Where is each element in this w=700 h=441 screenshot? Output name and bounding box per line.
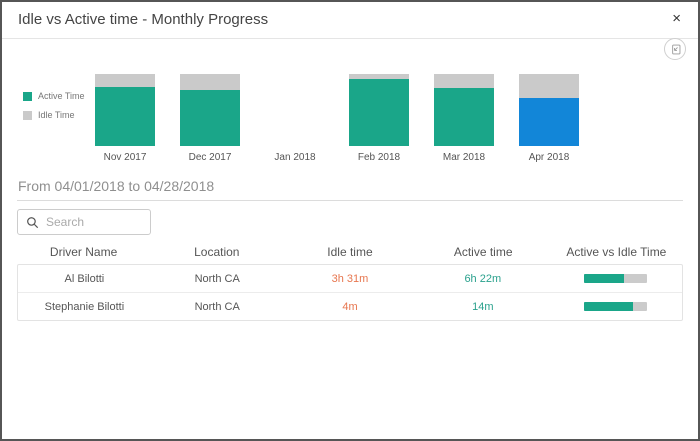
idle-segment xyxy=(349,74,409,80)
chart-bar-apr-2018[interactable]: Apr 2018 xyxy=(507,74,591,163)
column-header-location: Location xyxy=(194,245,240,259)
column-header-idle-time: Idle time xyxy=(327,245,373,259)
chart-bar-mar-2018[interactable]: Mar 2018 xyxy=(422,74,506,163)
close-icon[interactable]: × xyxy=(672,10,681,27)
bar-label: Feb 2018 xyxy=(357,152,401,163)
chart-bar-jan-2018[interactable]: Jan 2018 xyxy=(253,74,337,163)
legend-label: Active Time xyxy=(38,91,85,101)
column-header-active-time: Active time xyxy=(453,245,513,259)
legend-label: Idle Time xyxy=(38,110,75,120)
dialog-titlebar: Idle vs Active time - Monthly Progress × xyxy=(2,2,698,39)
legend-item-idle: Idle Time xyxy=(23,110,85,120)
search-box[interactable] xyxy=(17,209,151,235)
active-time-swatch-icon xyxy=(23,91,32,101)
idle-segment xyxy=(180,74,240,90)
column-header-driver-name: Driver Name xyxy=(49,245,118,259)
bar-label: Nov 2017 xyxy=(103,152,147,163)
column-header-active-vs-idle: Active vs Idle Time xyxy=(566,245,667,259)
chart-bar-nov-2017[interactable]: Nov 2017 xyxy=(83,74,167,163)
divider xyxy=(17,200,683,201)
export-chart-icon xyxy=(671,44,680,54)
chart-legend: Active Time Idle Time xyxy=(23,91,85,129)
bar-label: Mar 2018 xyxy=(442,152,486,163)
search-input[interactable] xyxy=(44,214,143,230)
active-segment xyxy=(434,88,494,146)
chart-bar-dec-2017[interactable]: Dec 2017 xyxy=(168,74,252,163)
search-icon xyxy=(27,216,39,228)
active-time-cell: 14m xyxy=(472,300,494,313)
active-segment xyxy=(180,89,240,146)
active-segment xyxy=(519,97,579,146)
active-vs-idle-cell xyxy=(549,302,682,311)
bar-label: Jan 2018 xyxy=(274,152,316,163)
period-label: From 04/01/2018 to 04/28/2018 xyxy=(18,178,215,194)
stacked-bar-chart: Active Time Idle Time Nov 2017 Dec 2017 Ja… xyxy=(2,39,698,168)
chart-bar-feb-2018[interactable]: Feb 2018 xyxy=(337,74,421,163)
driver-name-cell: Al Bilotti xyxy=(64,272,105,285)
active-vs-idle-progress-bar xyxy=(584,302,648,311)
progress-fill xyxy=(584,274,625,283)
location-cell: North CA xyxy=(194,272,240,285)
legend-item-active: Active Time xyxy=(23,91,85,101)
idle-time-swatch-icon xyxy=(23,110,32,120)
export-button[interactable] xyxy=(664,38,686,60)
bar-label: Apr 2018 xyxy=(528,152,570,163)
table-header-row: Driver Name Location Idle time Active ti… xyxy=(17,245,683,259)
idle-segment xyxy=(434,74,494,89)
active-vs-idle-cell xyxy=(549,274,682,283)
progress-fill xyxy=(584,302,634,311)
active-segment xyxy=(349,79,409,146)
page-title: Idle vs Active time - Monthly Progress xyxy=(18,11,269,28)
idle-time-cell: 4m xyxy=(342,300,358,313)
table-row[interactable]: Al Bilotti North CA 3h 31m 6h 22m xyxy=(18,265,682,292)
active-vs-idle-progress-bar xyxy=(584,274,648,283)
active-time-cell: 6h 22m xyxy=(464,272,502,285)
idle-segment xyxy=(519,74,579,98)
table-row[interactable]: Stephanie Bilotti North CA 4m 14m xyxy=(18,292,682,320)
location-cell: North CA xyxy=(194,300,240,313)
active-segment xyxy=(95,86,155,146)
driver-name-cell: Stephanie Bilotti xyxy=(44,300,125,313)
idle-segment xyxy=(95,74,155,87)
table-body: Al Bilotti North CA 3h 31m 6h 22m Stephanie … xyxy=(17,264,683,321)
idle-time-cell: 3h 31m xyxy=(331,272,369,285)
bar-label: Dec 2017 xyxy=(188,152,232,163)
